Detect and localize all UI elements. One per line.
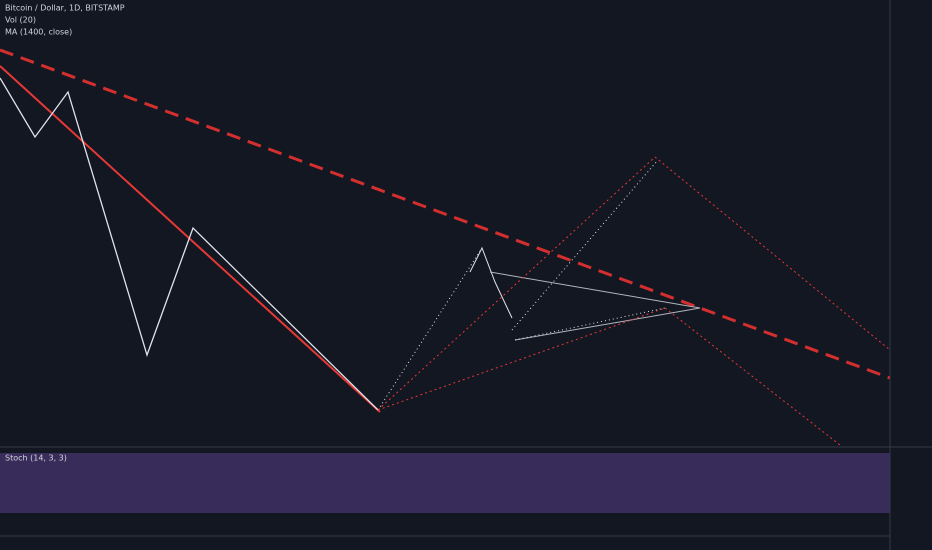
dotted-line [377, 307, 666, 411]
trend-line [0, 65, 381, 413]
triangle [489, 271, 701, 341]
dotted-line [654, 156, 891, 351]
trend-line [0, 48, 891, 380]
stoch-title: Stoch (14, 3, 3) [5, 454, 67, 463]
drawings [0, 48, 891, 446]
dotted-line [511, 159, 659, 331]
dotted-line [377, 247, 483, 411]
legend-entry: Vol (20) [5, 16, 36, 25]
stoch-panel [0, 453, 890, 513]
zigzag [469, 246, 513, 319]
dotted-line [664, 307, 841, 446]
zigzag [0, 77, 379, 411]
legend-entry: MA (1400, close) [5, 28, 72, 37]
stoch-band [0, 453, 890, 513]
labels: Bitcoin / Dollar, 1D, BITSTAMP Vol (20) … [5, 4, 125, 463]
dotted-line [514, 307, 666, 341]
chart-title: Bitcoin / Dollar, 1D, BITSTAMP [5, 4, 125, 13]
